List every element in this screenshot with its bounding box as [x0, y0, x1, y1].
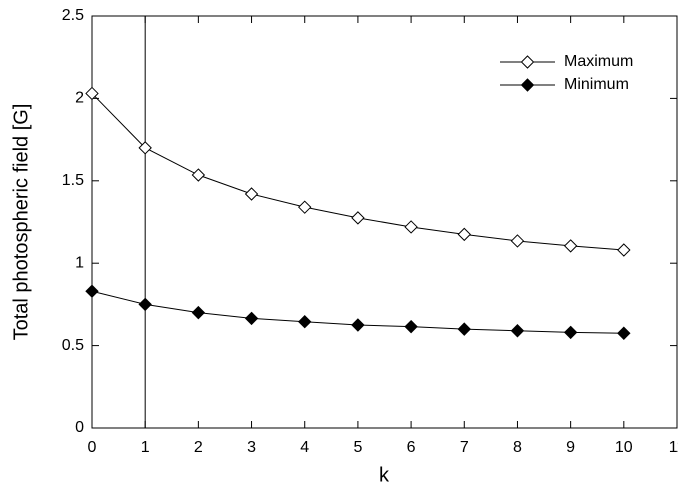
y-tick-label: 2.5	[62, 7, 84, 24]
y-tick-label: 1.5	[62, 172, 84, 189]
data-point	[563, 325, 578, 340]
x-tick-label: 5	[353, 439, 362, 456]
y-tick-label: 0.5	[62, 337, 84, 354]
x-tick-label: 4	[300, 439, 309, 456]
x-tick-label: 3	[247, 439, 256, 456]
data-point	[351, 211, 365, 225]
x-tick-label: 2	[194, 439, 203, 456]
legend-label: Maximum	[564, 53, 633, 70]
data-point	[191, 305, 206, 320]
y-tick-label: 1	[75, 254, 84, 271]
data-point	[85, 86, 99, 101]
x-tick-label: 10	[615, 439, 633, 456]
plot-frame	[91, 15, 678, 429]
y-tick-label: 0	[75, 419, 84, 436]
series-line	[91, 93, 624, 251]
y-axis-label: Total photospheric field [G]	[10, 104, 32, 341]
data-point	[617, 243, 631, 257]
x-tick-label: 0	[88, 439, 97, 456]
legend-label: Minimum	[564, 76, 629, 93]
data-point	[404, 319, 418, 334]
data-point	[510, 234, 525, 248]
data-point	[138, 141, 152, 155]
x-tick-label: 6	[407, 439, 416, 456]
data-point	[85, 284, 99, 298]
data-point	[351, 318, 365, 332]
data-point	[298, 314, 312, 329]
x-tick-label: 8	[513, 439, 522, 456]
data-point	[244, 311, 259, 326]
data-point	[404, 220, 418, 234]
data-point	[138, 297, 152, 312]
data-point	[563, 239, 578, 253]
data-point	[617, 326, 631, 340]
y-tick-label: 2	[75, 90, 84, 107]
data-point	[457, 227, 471, 242]
data-point	[298, 200, 312, 214]
x-tick-label: 1	[141, 439, 150, 456]
x-tick-label: 7	[460, 439, 469, 456]
data-point	[510, 324, 525, 338]
data-point	[191, 168, 206, 182]
legend-marker	[520, 78, 535, 92]
legend-marker	[520, 55, 535, 69]
data-point	[457, 322, 471, 336]
x-tick-label: 11	[669, 439, 678, 456]
data-point	[244, 187, 259, 201]
x-tick-label: 9	[566, 439, 575, 456]
x-axis-label: k	[379, 464, 390, 486]
